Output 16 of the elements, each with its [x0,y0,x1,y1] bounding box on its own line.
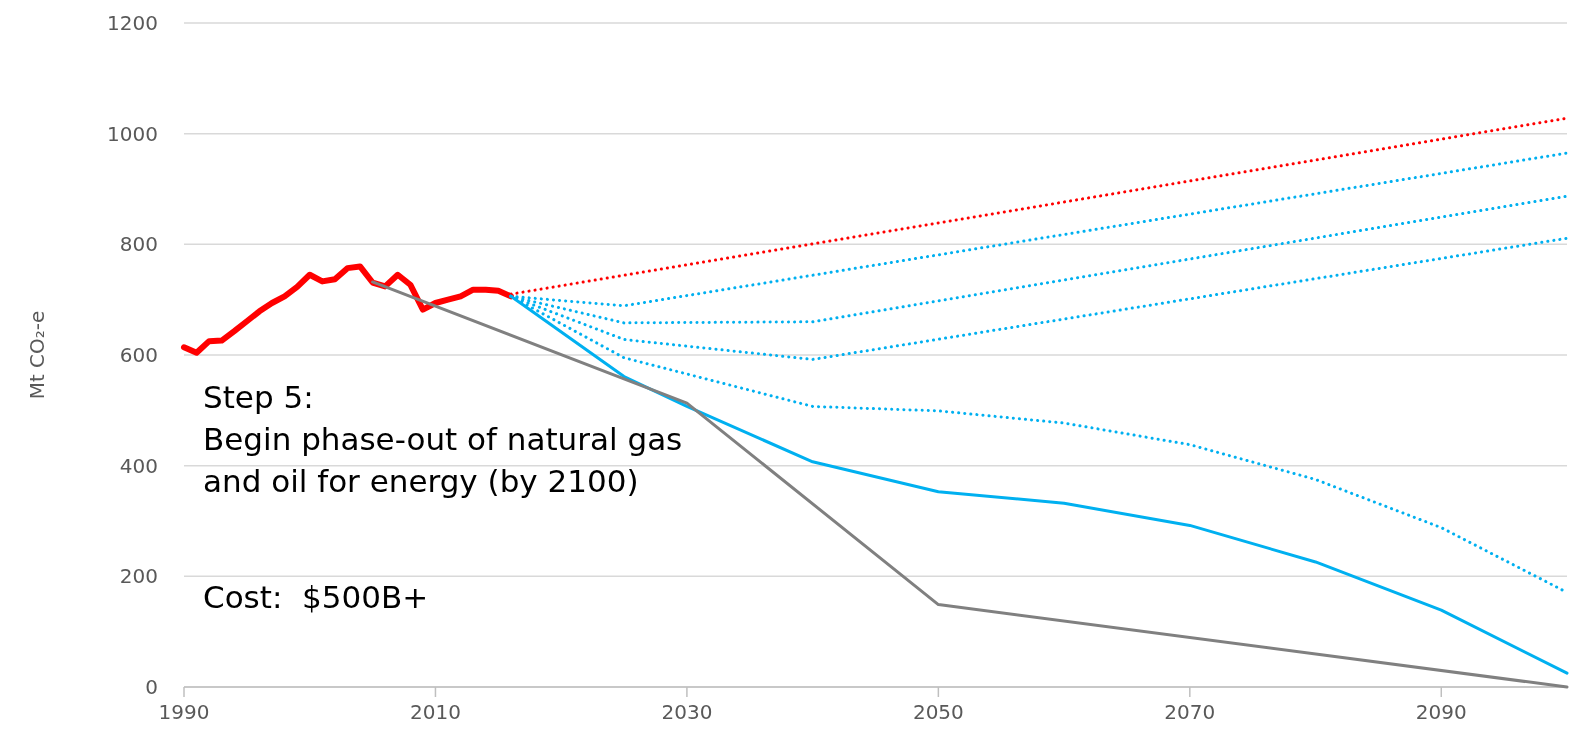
x-tick-label: 2010 [410,700,461,724]
y-tick-label: 200 [119,564,158,589]
y-tick-label: 400 [119,453,158,478]
x-tick-label: 2070 [1164,700,1216,724]
x-tick-label: 2030 [661,700,713,724]
x-tick-label: 2090 [1415,700,1467,724]
y-tick-label: 0 [145,675,158,699]
y-axis-title: Mt CO₂-e [25,310,49,400]
annotation: Cost: $500B+ [203,579,429,615]
x-tick-label: 2050 [912,700,964,724]
annotation: Step 5: Begin phase-out of natural gas and oil for energy (by 2100) [203,379,683,499]
y-tick-label: 1000 [107,121,158,146]
y-tick-label: 600 [119,343,158,367]
y-tick-label: 1200 [107,11,158,35]
y-tick-label: 800 [119,232,158,257]
x-tick-label: 1990 [158,700,210,724]
